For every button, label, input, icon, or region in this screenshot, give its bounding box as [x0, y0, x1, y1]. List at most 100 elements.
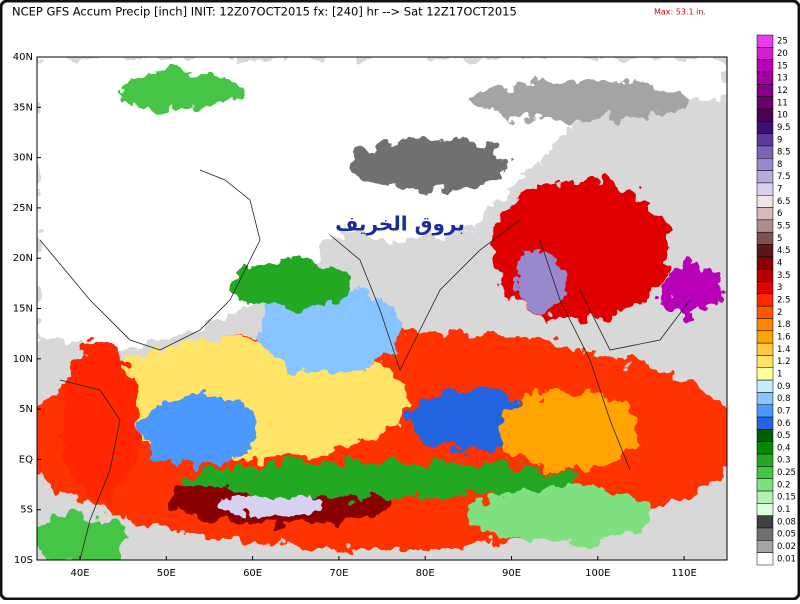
- colorbar-label: 6: [777, 209, 782, 219]
- colorbar-swatch: [756, 416, 774, 430]
- colorbar-swatch: [756, 71, 774, 85]
- colorbar-label: 3.5: [777, 271, 791, 281]
- colorbar-swatch: [756, 84, 774, 97]
- colorbar-swatch: [756, 330, 774, 344]
- colorbar-swatch: [756, 256, 774, 270]
- lon-label: 100E: [585, 568, 610, 579]
- colorbar-swatch: [756, 219, 774, 233]
- lat-label: 10S: [14, 555, 33, 566]
- colorbar-swatch: [756, 552, 774, 566]
- colorbar-swatch: [756, 194, 774, 208]
- colorbar-swatch: [756, 478, 774, 492]
- colorbar-swatch: [756, 342, 774, 356]
- colorbar-swatch: [756, 158, 774, 171]
- max-label: Max: 53.1 in.: [654, 8, 706, 17]
- colorbar-label: 0.15: [777, 493, 796, 503]
- colorbar-label: 8.5: [777, 148, 791, 158]
- lon-label: 70E: [329, 568, 348, 579]
- colorbar-swatch: [756, 305, 774, 319]
- colorbar-swatch: [756, 367, 774, 381]
- precip-field: [37, 57, 727, 560]
- colorbar-swatch: [756, 490, 774, 504]
- colorbar-label: 5: [777, 234, 782, 244]
- colorbar-swatch: [756, 540, 774, 553]
- colorbar-swatch: [756, 47, 774, 60]
- colorbar-label: 1: [777, 369, 782, 379]
- colorbar-swatch: [756, 527, 774, 541]
- colorbar-label: 25: [777, 37, 788, 47]
- colorbar: 252015131211109.598.587.576.565.554.543.…: [756, 34, 796, 566]
- colorbar-swatch: [756, 453, 774, 467]
- colorbar-swatch: [756, 133, 774, 147]
- colorbar-label: 8: [777, 160, 782, 170]
- colorbar-swatch: [756, 515, 774, 529]
- colorbar-label: 9.5: [777, 123, 791, 133]
- lat-label: 5S: [20, 505, 33, 516]
- colorbar-label: 1.4: [777, 345, 791, 355]
- colorbar-swatch: [756, 318, 774, 332]
- lat-label: 25N: [13, 203, 33, 214]
- lon-label: 80E: [416, 568, 435, 579]
- colorbar-swatch: [756, 379, 774, 393]
- lat-label: 15N: [13, 304, 33, 315]
- lat-label: 5N: [19, 404, 33, 415]
- colorbar-label: 0.2: [777, 480, 791, 490]
- lat-label: 20N: [13, 253, 33, 264]
- colorbar-label: 0.02: [777, 542, 796, 552]
- colorbar-swatch: [756, 59, 774, 73]
- colorbar-swatch: [756, 503, 774, 516]
- colorbar-swatch: [756, 108, 774, 122]
- colorbar-label: 0.1: [777, 505, 791, 515]
- colorbar-label: 9: [777, 135, 782, 145]
- colorbar-swatch: [756, 96, 774, 110]
- colorbar-swatch: [756, 145, 774, 159]
- axes: 40N 35N 30N 25N 20N 15N 10N 5N EQ 5S 10S 40E 50E 60E 7…: [13, 52, 697, 579]
- colorbar-swatch: [756, 429, 774, 442]
- colorbar-label: 0.01: [777, 554, 796, 564]
- colorbar-label: 4: [777, 259, 782, 269]
- lon-label: 110E: [671, 568, 696, 579]
- colorbar-label: 12: [777, 86, 788, 96]
- colorbar-label: 11: [777, 98, 788, 108]
- colorbar-swatch: [756, 207, 774, 221]
- colorbar-swatch: [756, 170, 774, 184]
- colorbar-label: 7: [777, 185, 782, 195]
- colorbar-swatch: [756, 244, 774, 258]
- colorbar-swatch: [756, 121, 774, 134]
- colorbar-label: 0.7: [777, 406, 791, 416]
- colorbar-label: 15: [777, 61, 788, 71]
- colorbar-swatch: [756, 466, 774, 479]
- colorbar-swatch: [756, 231, 774, 245]
- colorbar-label: 0.08: [777, 517, 796, 527]
- colorbar-swatch: [756, 268, 774, 282]
- colorbar-swatch: [756, 293, 774, 307]
- watermark: بروق الخريف: [335, 212, 465, 236]
- lon-label: 50E: [157, 568, 176, 579]
- colorbar-swatch: [756, 34, 774, 48]
- colorbar-label: 1.6: [777, 332, 791, 342]
- colorbar-label: 0.6: [777, 419, 791, 429]
- colorbar-swatch: [756, 182, 774, 196]
- colorbar-label: 5.5: [777, 222, 791, 232]
- colorbar-label: 0.25: [777, 468, 796, 478]
- colorbar-label: 0.5: [777, 431, 791, 441]
- lon-label: 40E: [70, 568, 89, 579]
- lat-label: 30N: [13, 153, 33, 164]
- lat-label: 40N: [13, 52, 33, 63]
- colorbar-swatch: [756, 281, 774, 295]
- colorbar-label: 2: [777, 308, 782, 318]
- colorbar-label: 6.5: [777, 197, 791, 207]
- colorbar-label: 2.5: [777, 296, 791, 306]
- title: NCEP GFS Accum Precip [inch] INIT: 12Z07…: [12, 5, 517, 19]
- colorbar-label: 1.2: [777, 357, 791, 367]
- colorbar-label: 1.8: [777, 320, 791, 330]
- colorbar-label: 3: [777, 283, 782, 293]
- colorbar-label: 0.8: [777, 394, 791, 404]
- colorbar-swatch: [756, 392, 774, 406]
- lon-label: 60E: [243, 568, 262, 579]
- lat-label: 35N: [13, 102, 33, 113]
- colorbar-swatch: [756, 355, 774, 369]
- lat-label: 10N: [13, 354, 33, 365]
- colorbar-swatch: [756, 441, 774, 455]
